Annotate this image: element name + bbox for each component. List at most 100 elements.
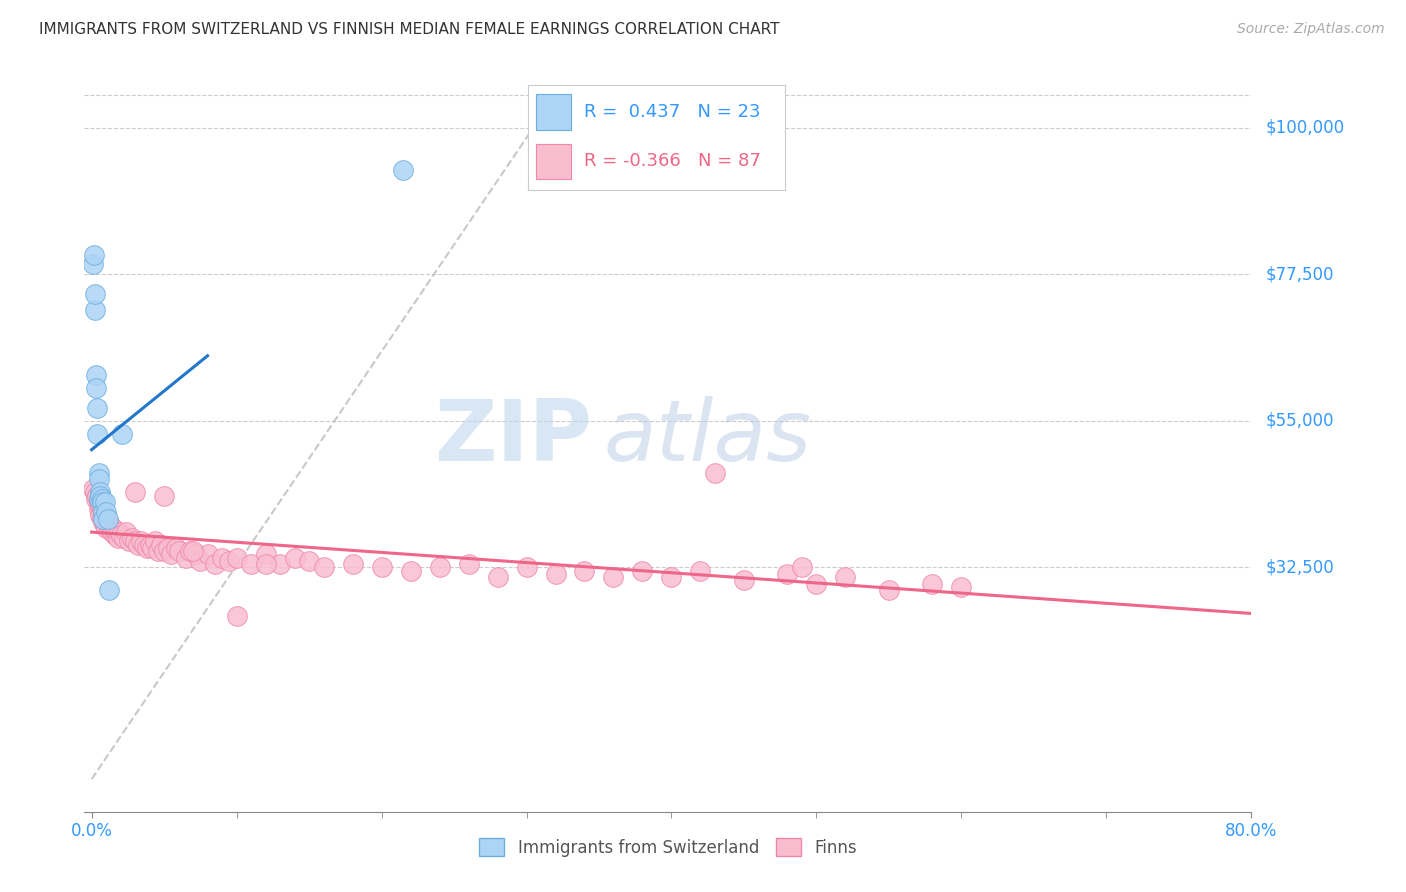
Point	[298, 554, 321, 568]
Point	[225, 550, 247, 565]
Point	[689, 564, 711, 578]
Point	[834, 570, 856, 584]
Point	[96, 515, 118, 529]
Point	[184, 547, 207, 561]
Point	[124, 534, 146, 549]
Point	[83, 303, 105, 318]
Point	[87, 491, 110, 506]
Point	[91, 511, 114, 525]
Point	[87, 466, 110, 480]
Point	[86, 489, 108, 503]
Point	[91, 505, 114, 519]
Point	[89, 489, 111, 503]
Point	[94, 511, 117, 525]
Point	[90, 501, 112, 516]
Point	[733, 574, 755, 588]
Point	[115, 524, 138, 539]
Point	[86, 426, 108, 441]
Point	[165, 541, 187, 555]
Point	[93, 508, 115, 523]
Point	[132, 538, 155, 552]
Point	[121, 531, 143, 545]
Point	[105, 524, 128, 539]
Point	[225, 609, 247, 624]
Point	[515, 560, 537, 574]
Point	[101, 524, 124, 539]
Point	[82, 257, 104, 271]
Point	[91, 505, 114, 519]
Point	[111, 426, 134, 441]
Point	[174, 550, 197, 565]
Point	[457, 557, 479, 571]
Point	[96, 511, 118, 525]
Point	[157, 541, 180, 555]
Point	[94, 521, 117, 535]
Point	[107, 531, 129, 545]
Point	[544, 566, 567, 581]
Text: $55,000: $55,000	[1265, 412, 1334, 430]
Point	[153, 544, 176, 558]
Point	[661, 570, 683, 584]
Point	[312, 560, 335, 574]
Point	[118, 534, 141, 549]
Point	[84, 368, 107, 383]
Point	[284, 550, 307, 565]
Point	[98, 521, 121, 535]
Point	[108, 524, 131, 539]
Point	[112, 531, 135, 545]
Point	[141, 541, 163, 555]
Point	[153, 489, 176, 503]
Point	[87, 495, 110, 509]
Point	[370, 560, 392, 574]
Point	[93, 495, 115, 509]
Point	[179, 544, 201, 558]
Point	[90, 511, 112, 525]
Text: ZIP: ZIP	[434, 395, 592, 479]
Point	[254, 547, 277, 561]
Point	[89, 499, 111, 513]
Point	[776, 566, 799, 581]
Point	[574, 564, 596, 578]
Point	[84, 491, 107, 506]
Point	[145, 534, 167, 549]
Point	[342, 557, 364, 571]
Point	[100, 518, 122, 533]
Point	[167, 544, 190, 558]
Point	[950, 580, 973, 594]
Point	[87, 501, 110, 516]
Point	[392, 163, 415, 178]
Point	[218, 554, 240, 568]
Point	[204, 557, 226, 571]
Point	[93, 518, 115, 533]
Point	[90, 495, 112, 509]
Point	[94, 505, 117, 519]
Point	[806, 576, 828, 591]
Point	[110, 528, 132, 542]
Point	[197, 547, 219, 561]
Text: Source: ZipAtlas.com: Source: ZipAtlas.com	[1237, 22, 1385, 37]
Point	[103, 521, 125, 535]
Point	[631, 564, 654, 578]
Point	[160, 547, 183, 561]
Point	[211, 550, 233, 565]
Text: IMMIGRANTS FROM SWITZERLAND VS FINNISH MEDIAN FEMALE EARNINGS CORRELATION CHART: IMMIGRANTS FROM SWITZERLAND VS FINNISH M…	[39, 22, 780, 37]
Point	[704, 466, 727, 480]
Point	[89, 508, 111, 523]
Point	[86, 401, 108, 415]
Point	[602, 570, 624, 584]
Text: $100,000: $100,000	[1265, 119, 1344, 136]
Point	[83, 286, 105, 301]
Point	[84, 381, 107, 395]
Point	[127, 538, 149, 552]
Point	[254, 557, 277, 571]
Point	[124, 485, 146, 500]
Point	[83, 247, 105, 261]
Legend: Immigrants from Switzerland, Finns: Immigrants from Switzerland, Finns	[472, 832, 863, 863]
Point	[150, 538, 173, 552]
Point	[91, 515, 114, 529]
Text: atlas: atlas	[603, 395, 811, 479]
Point	[188, 554, 211, 568]
Point	[921, 576, 943, 591]
Point	[135, 541, 157, 555]
Point	[83, 485, 105, 500]
